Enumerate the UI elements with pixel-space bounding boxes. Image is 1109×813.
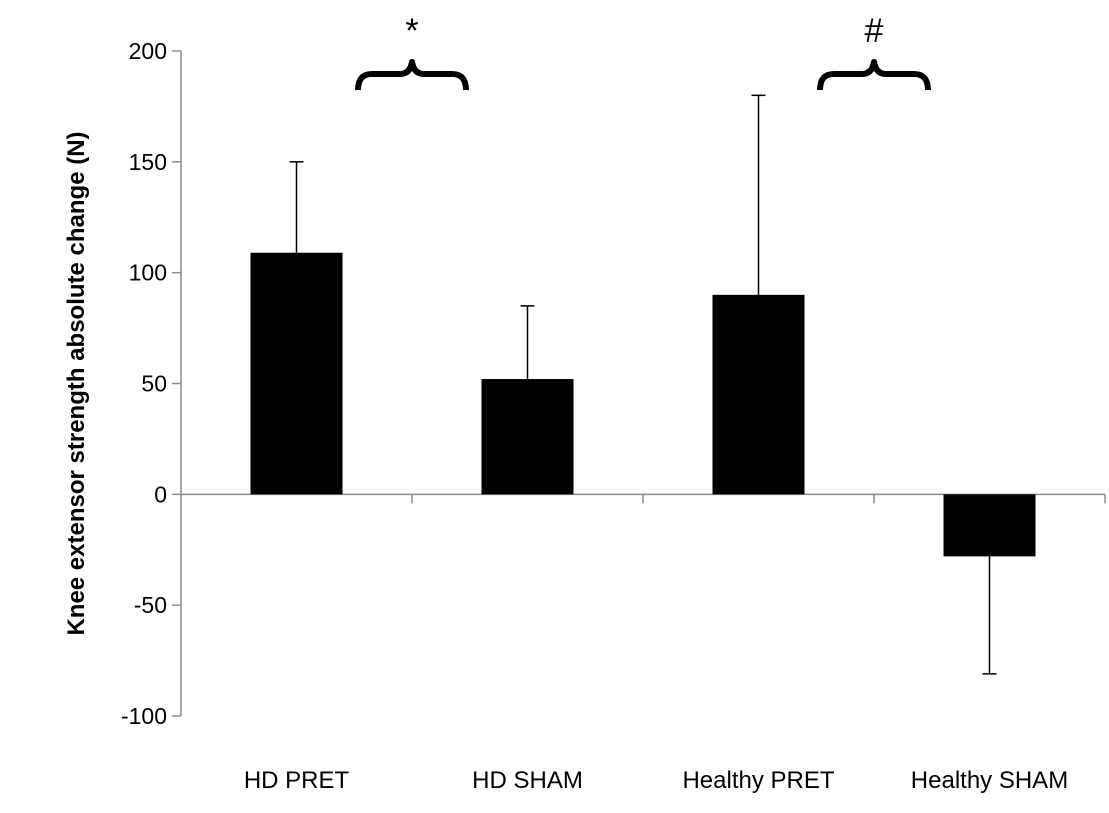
significance-marker: # xyxy=(865,12,884,50)
bar xyxy=(250,252,343,495)
y-tick-label: -50 xyxy=(134,592,167,618)
y-tick-label: 100 xyxy=(129,260,167,286)
bar xyxy=(481,379,574,495)
category-label: HD SHAM xyxy=(472,767,583,794)
bar xyxy=(712,294,805,495)
y-tick-label: 200 xyxy=(129,38,167,64)
category-label: HD PRET xyxy=(244,767,350,794)
annotations: * # xyxy=(355,12,931,91)
significance-marker: * xyxy=(405,12,418,50)
y-axis-title: Knee extensor strength absolute change (… xyxy=(63,131,90,635)
bar xyxy=(943,494,1036,557)
significance-brace xyxy=(355,59,469,91)
error-bars xyxy=(289,94,997,675)
y-tick-label: 0 xyxy=(154,481,167,507)
y-tick-label: -100 xyxy=(121,703,167,729)
y-tick-label: 150 xyxy=(129,149,167,175)
category-labels: HD PRET HD SHAM Healthy PRET Healthy SHAM xyxy=(244,767,1068,794)
category-label: Healthy SHAM xyxy=(911,767,1068,794)
category-label: Healthy PRET xyxy=(682,767,834,794)
bars xyxy=(250,252,1036,557)
y-tick-label: 50 xyxy=(141,371,167,397)
y-ticks: -100 -50 0 50 100 150 200 xyxy=(121,38,181,729)
significance-brace xyxy=(817,59,931,91)
